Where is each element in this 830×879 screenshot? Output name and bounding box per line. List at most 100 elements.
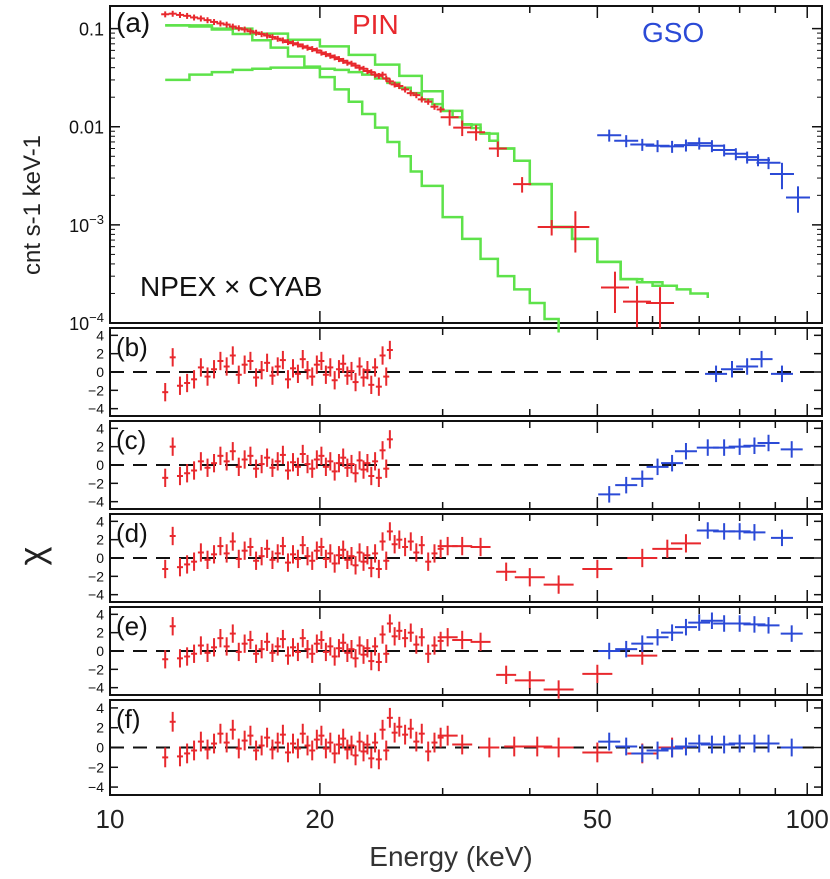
residual-c-pin-point bbox=[253, 459, 260, 478]
residual-e-pin-point bbox=[184, 647, 191, 666]
y-tick-label-b: −4 bbox=[88, 401, 104, 417]
residual-f-pin-point bbox=[309, 740, 316, 761]
residual-e-pin-point bbox=[258, 640, 265, 659]
residual-f-pin-point bbox=[264, 727, 271, 748]
residual-e-pin-point bbox=[322, 642, 329, 662]
residual-e-pin-point bbox=[294, 642, 301, 662]
residual-c-pin-point bbox=[379, 441, 386, 460]
y-tick-label-a: 0.1 bbox=[79, 20, 104, 40]
spectrum-pin-point bbox=[234, 25, 243, 32]
residual-f-pin-point bbox=[279, 724, 286, 745]
spectrum-pin-point bbox=[240, 26, 249, 33]
spectrum-pin-point bbox=[210, 19, 219, 26]
residual-e-pin-point bbox=[514, 671, 545, 690]
residual-f-pin-point bbox=[335, 734, 342, 755]
residual-d-pin-point bbox=[318, 537, 325, 557]
spectrum-pin-point bbox=[412, 92, 421, 99]
residual-b-pin-point bbox=[211, 360, 218, 379]
residual-d-pin-point bbox=[169, 526, 176, 546]
residual-e-pin-point bbox=[318, 630, 325, 650]
residual-c-pin-point bbox=[229, 442, 236, 461]
spectrum-pin-point bbox=[321, 51, 330, 58]
residual-e-pin-point bbox=[331, 647, 338, 666]
residual-d-pin-point bbox=[241, 541, 248, 560]
residual-e-pin-point bbox=[204, 643, 211, 662]
residual-f-pin-point bbox=[269, 739, 276, 760]
residual-f-pin-point bbox=[364, 734, 371, 755]
residual-d-pin-point bbox=[375, 559, 382, 579]
residual-e-pin-point bbox=[391, 627, 398, 646]
residual-c-pin-point bbox=[309, 459, 316, 478]
residual-b-pin-point bbox=[344, 366, 351, 385]
residual-e-pin-point bbox=[396, 621, 403, 640]
residual-f-pin-point bbox=[169, 711, 176, 732]
panel-label-a: (a) bbox=[116, 7, 150, 38]
residual-d-pin-point bbox=[197, 543, 204, 562]
y-tick-label-a: 10−3 bbox=[69, 212, 104, 236]
residual-b-pin-point bbox=[289, 359, 296, 378]
residual-f-pin-point bbox=[247, 725, 254, 746]
residual-f-gso-point bbox=[646, 741, 669, 760]
residual-c-pin-point bbox=[289, 453, 296, 472]
spectrum-pin-point bbox=[228, 23, 237, 30]
residual-f-gso-point bbox=[757, 734, 780, 753]
residual-e-pin-point bbox=[582, 664, 613, 684]
residual-f-pin-point bbox=[368, 748, 375, 769]
residual-d-pin-point bbox=[162, 559, 169, 579]
spectrum-pin-point bbox=[222, 21, 231, 28]
residual-c-gso-point bbox=[598, 486, 621, 503]
residual-f-pin-point bbox=[176, 746, 183, 767]
residual-b-pin-point bbox=[274, 357, 281, 376]
residual-b-pin-point bbox=[304, 361, 311, 380]
residual-f-pin-point bbox=[217, 723, 224, 744]
residual-c-pin-point bbox=[235, 457, 242, 476]
residual-b-pin-point bbox=[299, 350, 306, 369]
residual-d-pin-point bbox=[514, 568, 545, 587]
y-axis-label-chi: χ bbox=[11, 546, 52, 565]
spectrum-pin-point bbox=[378, 71, 387, 78]
spectrum-pin-point bbox=[263, 32, 272, 39]
residual-f-pin-point bbox=[352, 745, 359, 766]
residual-c-pin-point bbox=[340, 448, 347, 467]
spectrum-gso-point bbox=[769, 162, 794, 190]
residual-b-pin-point bbox=[279, 350, 286, 370]
spectrum-gso-point bbox=[699, 140, 724, 153]
residual-f-pin-point bbox=[322, 738, 329, 759]
residual-b-pin-point bbox=[176, 376, 183, 395]
residual-f-gso-point bbox=[780, 738, 803, 757]
residual-b-pin-point bbox=[313, 355, 320, 374]
residual-f-pin-point bbox=[396, 716, 403, 737]
panel-label-c: (c) bbox=[116, 425, 146, 455]
residual-c-gso-point bbox=[646, 458, 669, 476]
residual-d-pin-point bbox=[184, 555, 191, 574]
residual-f-pin-point bbox=[402, 724, 409, 745]
residual-d-pin-point bbox=[309, 551, 316, 570]
residual-c-pin-point bbox=[284, 461, 291, 480]
residual-f-pin-point bbox=[327, 732, 334, 753]
residual-e-gso-point bbox=[631, 635, 654, 652]
residual-e-gso-point bbox=[688, 614, 711, 631]
residual-f-pin-point bbox=[223, 732, 230, 753]
residual-f-pin-point bbox=[229, 719, 236, 740]
residual-d-pin-point bbox=[331, 554, 338, 573]
residual-c-gso-point bbox=[661, 454, 684, 472]
spectrum-pin-point bbox=[252, 29, 261, 36]
residual-b-pin-point bbox=[184, 373, 191, 393]
residual-e-pin-point bbox=[335, 639, 342, 658]
residual-d-pin-point bbox=[322, 549, 329, 569]
y-tick-label-e: 0 bbox=[96, 643, 104, 659]
residual-d-pin-point bbox=[413, 543, 420, 562]
residual-e-pin-point bbox=[247, 630, 254, 650]
spectrum-pin-point bbox=[175, 12, 184, 18]
residual-c-pin-point bbox=[331, 462, 338, 481]
residual-c-pin-point bbox=[217, 446, 224, 465]
residual-b-pin-point bbox=[217, 351, 224, 371]
residual-c-gso-point bbox=[743, 437, 766, 454]
residual-f-pin-point bbox=[340, 728, 347, 749]
model-curve-total bbox=[165, 24, 710, 298]
residual-c-pin-point bbox=[375, 468, 382, 487]
residual-b-pin-point bbox=[331, 371, 338, 390]
residual-b-pin-point bbox=[264, 353, 271, 372]
residual-e-pin-point bbox=[402, 629, 409, 648]
